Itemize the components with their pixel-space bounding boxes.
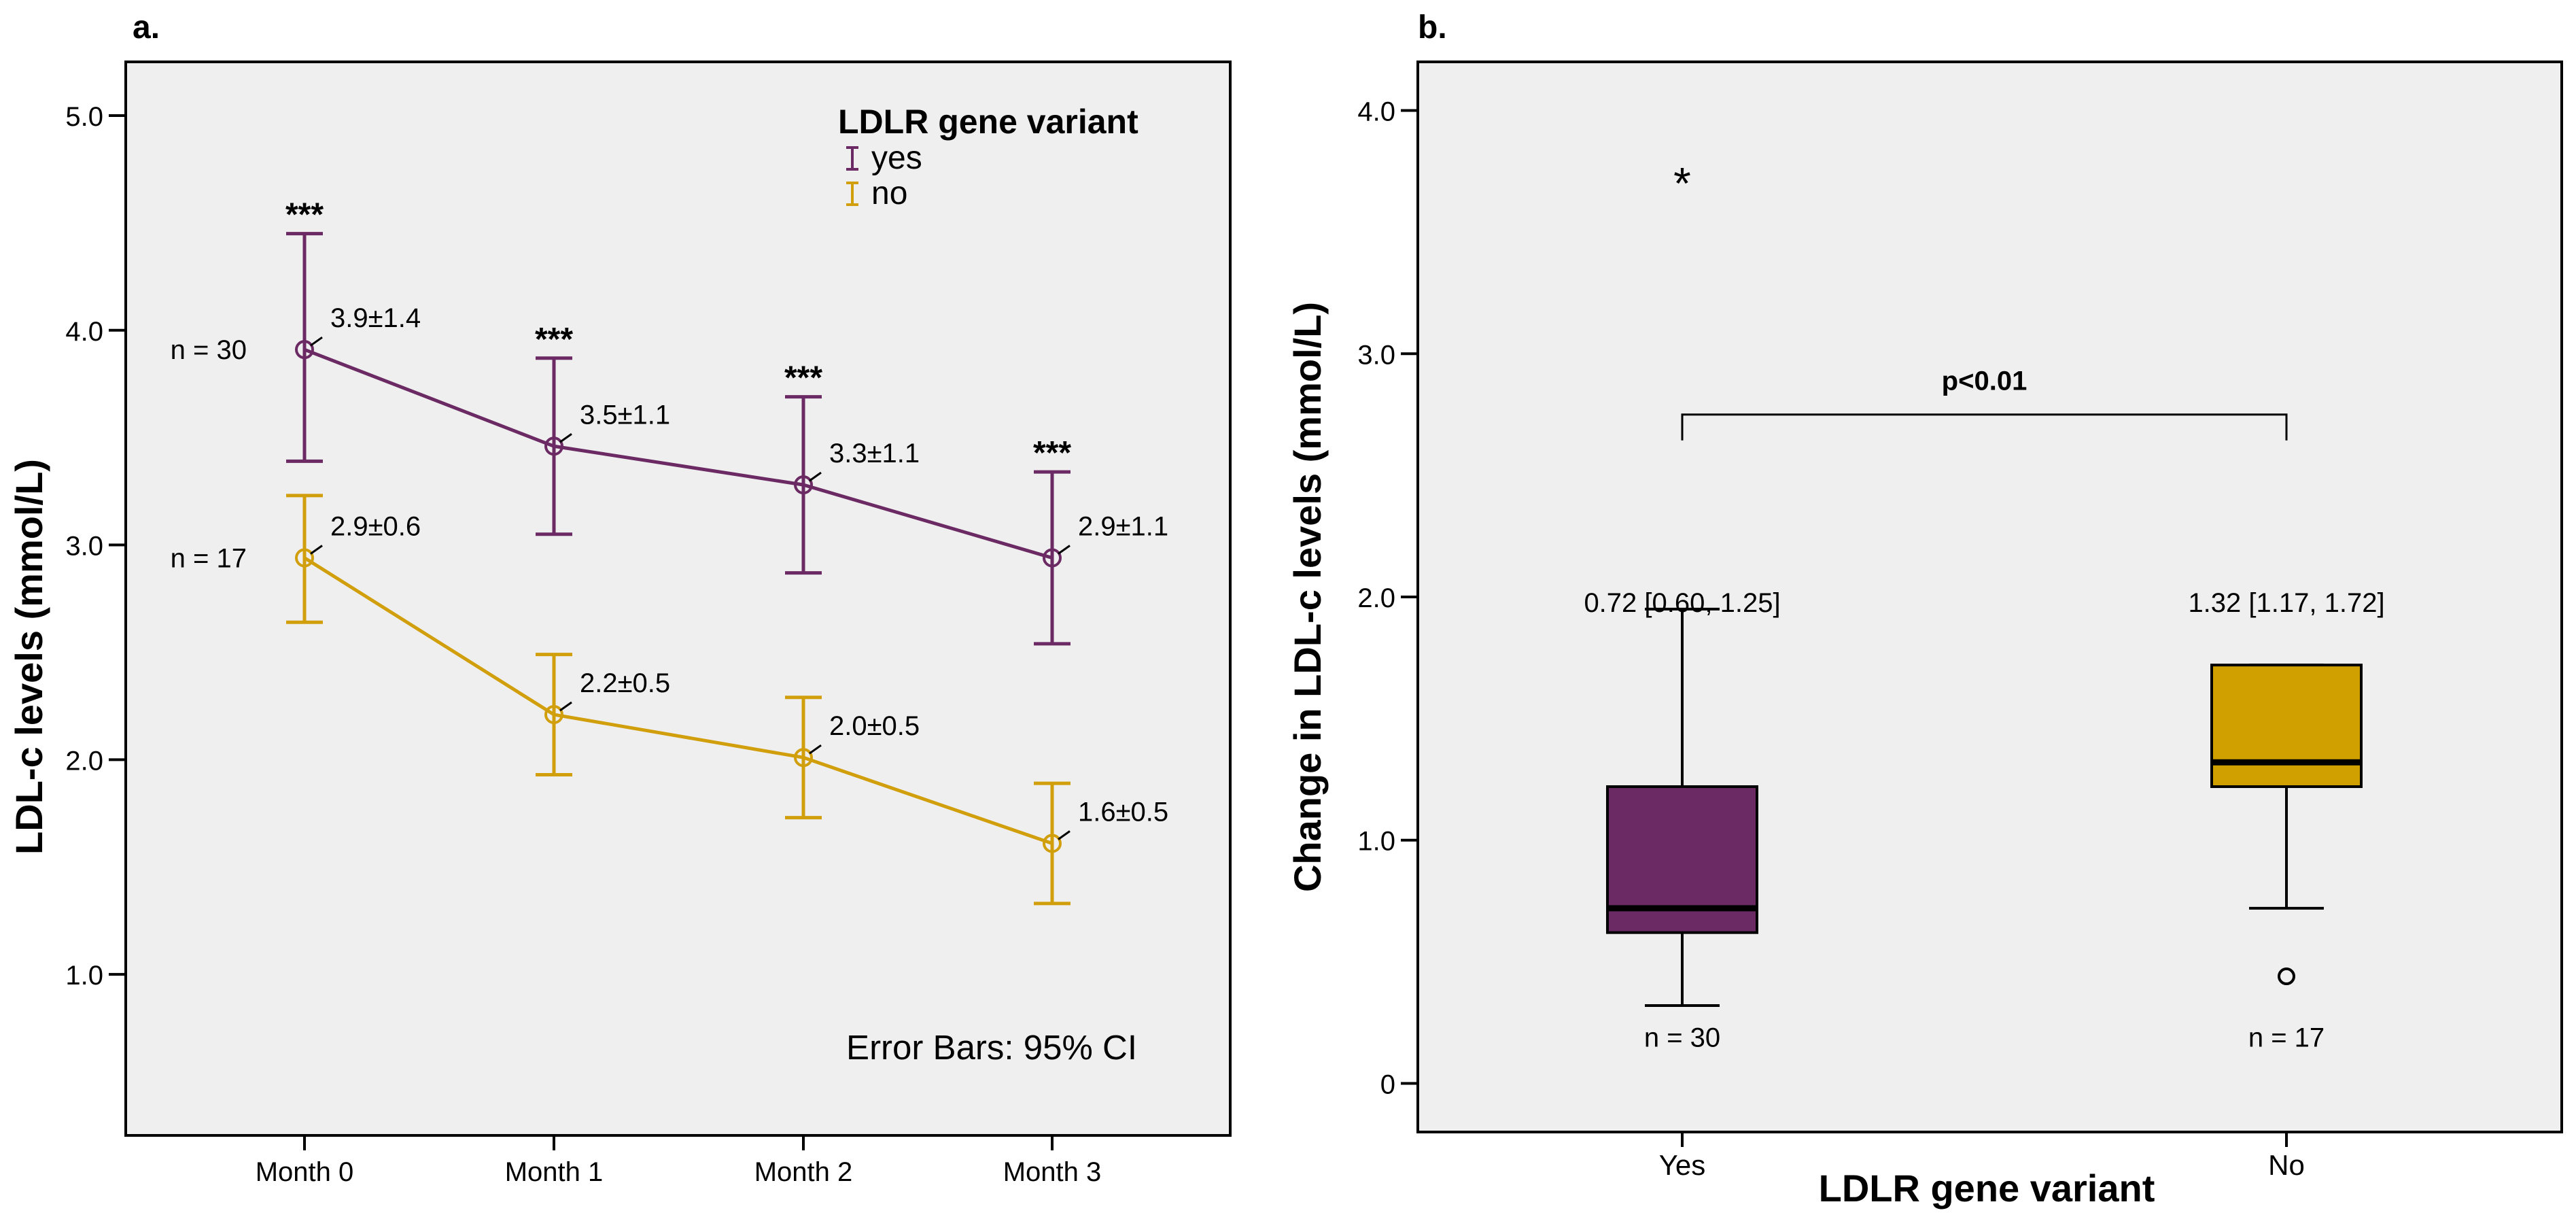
data-point (544, 705, 563, 725)
data-point (1043, 834, 1062, 853)
label-leader (809, 471, 822, 482)
y-tick-label: 2.0 (1357, 583, 1395, 613)
panel-b-label: b. (1418, 10, 1447, 46)
bracket-line (1681, 413, 2288, 441)
data-label: 3.3±1.1 (829, 439, 920, 468)
panel-b-x-axis-label: LDLR gene variant (1819, 1167, 2155, 1210)
x-tick-label-month-1: Month 1 (505, 1157, 604, 1187)
label-leader (310, 545, 323, 555)
panel-a-x-axis: Month 0 Month 1 Month 2 Month 3 (256, 1135, 1102, 1187)
y-tick-label: 1.0 (65, 961, 103, 991)
legend-item-no: no (846, 175, 907, 211)
label-leader (559, 433, 572, 443)
n-label-yes: n = 30 (171, 335, 247, 365)
legend-label: yes (871, 140, 922, 176)
panel-b-y-axis-label: Change in LDL-c levels (mmol/L) (1286, 302, 1329, 892)
label-leader (1058, 545, 1071, 555)
data-point (295, 548, 314, 568)
series-no: 2.9±0.6 2.2±0.5 2.0±0.5 1.6±0.5 n = 17 (171, 494, 1168, 906)
legend-title: LDLR gene variant (838, 103, 1138, 141)
significance-stars: *** (285, 197, 324, 233)
significance-bracket: p<0.01 (1681, 366, 2288, 441)
data-point (1043, 548, 1062, 568)
y-tick-label: 3.0 (1357, 340, 1395, 370)
significance-stars: *** (1033, 435, 1071, 471)
outlier-circle (2278, 967, 2295, 986)
y-tick-label: 3.0 (65, 532, 103, 562)
x-tick-label-no: No (2268, 1149, 2305, 1181)
data-label: 2.2±0.5 (580, 668, 670, 698)
panel-b-plot-area (1416, 61, 2563, 1133)
panel-a-y-axis: 1.0 2.0 3.0 4.0 5.0 (65, 102, 126, 991)
y-tick-label: 4.0 (1357, 97, 1395, 127)
y-tick-label: 4.0 (65, 317, 103, 347)
label-leader (559, 701, 572, 712)
data-label: 2.0±0.5 (829, 711, 920, 741)
panel-b-boxes: * 0.72 [0.60, 1.25] n = 30 1.32 [1.17, 1.72… (1584, 158, 2384, 1053)
panel-a-plot-area (124, 61, 1232, 1137)
panel-b-x-axis: Yes No (1659, 1132, 2305, 1181)
x-tick-label-month-0: Month 0 (256, 1157, 354, 1187)
data-label: 1.6±0.5 (1078, 798, 1168, 827)
label-leader (1058, 830, 1071, 840)
y-tick-label: 5.0 (65, 102, 103, 132)
box-yes: * 0.72 [0.60, 1.25] n = 30 (1584, 158, 1780, 1053)
box-no: 1.32 [1.17, 1.72] n = 17 (2188, 588, 2384, 1052)
n-label: n = 17 (2248, 1023, 2325, 1052)
series-line-no (303, 556, 1053, 845)
panel-b: b. Change in LDL-c levels (mmol/L) LDLR … (1286, 10, 2563, 1210)
data-label: 2.9±1.1 (1078, 511, 1168, 541)
data-label: 2.9±0.6 (330, 511, 421, 541)
y-tick-label: 1.0 (1357, 827, 1395, 857)
series-yes: 3.9±1.4 *** 3.5±1.1 *** 3.3±1.1 *** 2.9±1.1 ***… (171, 197, 1168, 646)
label-leader (809, 744, 822, 755)
significance-stars: *** (535, 322, 573, 358)
y-tick-label: 2.0 (65, 746, 103, 776)
x-tick-label-month-2: Month 2 (754, 1157, 853, 1187)
summary-label: 0.72 [0.60, 1.25] (1584, 588, 1780, 618)
panel-a-y-axis-label: LDL-c levels (mmol/L) (7, 459, 50, 855)
series-line-yes (304, 347, 1053, 560)
p-value-label: p<0.01 (1942, 366, 2027, 396)
outlier-extreme: * (1673, 158, 1691, 209)
error-bars-note: Error Bars: 95% CI (846, 1028, 1137, 1067)
n-label-no: n = 17 (171, 543, 247, 573)
significance-stars: *** (784, 360, 822, 396)
data-point (794, 748, 813, 768)
x-tick-label-yes: Yes (1659, 1149, 1706, 1181)
n-label: n = 30 (1644, 1023, 1720, 1052)
label-leader (310, 336, 323, 347)
x-tick-label-month-3: Month 3 (1003, 1157, 1102, 1187)
data-point (794, 475, 813, 495)
data-point (295, 340, 314, 360)
panel-a-series: 3.9±1.4 *** 3.5±1.1 *** 3.3±1.1 *** 2.9±1.1 ***… (171, 197, 1168, 906)
panel-a-label: a. (133, 10, 160, 46)
panel-b-y-axis: 0 1.0 2.0 3.0 4.0 (1357, 97, 1418, 1099)
data-label: 3.5±1.1 (580, 400, 670, 430)
legend-item-yes: yes (846, 140, 922, 176)
box-iqr (2210, 664, 2363, 789)
panel-a: a. LDL-c levels (mmol/L) 1.0 2.0 3.0 4.0 5.0… (7, 10, 1232, 1187)
data-point (544, 436, 563, 456)
y-tick-label: 0 (1380, 1069, 1395, 1099)
data-label: 3.9±1.4 (330, 303, 421, 333)
legend-label: no (871, 175, 907, 211)
summary-label: 1.32 [1.17, 1.72] (2188, 588, 2384, 618)
